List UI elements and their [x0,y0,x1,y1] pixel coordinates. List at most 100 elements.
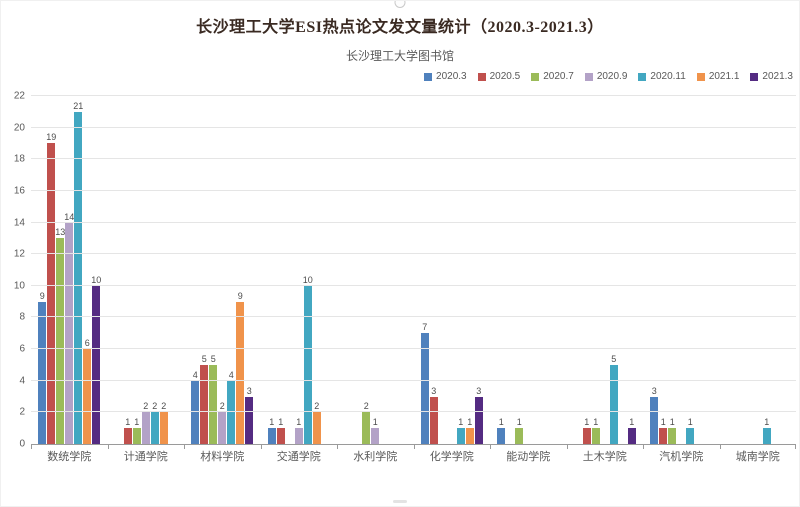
bar[interactable] [294,428,303,444]
bar[interactable] [497,428,506,444]
x-axis-label: 化学学院 [429,451,474,463]
bar-slot [745,96,753,444]
bar[interactable] [668,428,677,444]
gridline [31,189,796,191]
bar[interactable] [686,428,695,444]
gridline [31,284,796,286]
legend-item[interactable]: 2020.9 [584,71,627,82]
bar-value-label: 1 [134,417,140,427]
chart-subtitle: 长沙理工大学图书馆 [345,49,454,63]
bar[interactable] [150,412,159,444]
bar-value-label: 13 [55,227,66,237]
x-axis-tick [184,444,185,449]
bar-value-label: 19 [46,132,57,142]
bar[interactable] [762,428,771,444]
legend-label: 2020.7 [543,71,574,82]
bar-slot: 2 [141,96,150,444]
legend-label: 2020.3 [436,71,467,82]
x-axis-tick [337,444,338,449]
bar[interactable] [276,428,285,444]
bar[interactable] [420,333,429,444]
bar-value-label: 1 [125,417,131,427]
bar-value-label: 14 [64,212,75,222]
legend-item[interactable]: 2020.7 [531,71,574,82]
bar-value-label: 1 [278,417,284,427]
bar[interactable] [218,412,227,444]
legend-label: 2021.1 [708,71,740,82]
bar[interactable] [312,412,321,444]
bar[interactable] [627,428,636,444]
x-axis-tick [108,444,109,449]
bar-slot [169,96,177,444]
bar[interactable] [123,428,132,444]
bar[interactable] [591,428,600,444]
bar[interactable] [191,381,200,444]
bar-value-label: 5 [201,354,207,364]
bar-slot [344,96,352,444]
bar-slot [601,96,609,444]
bar-slot [772,96,780,444]
bar[interactable] [474,397,483,444]
bar[interactable] [159,412,168,444]
bar[interactable] [236,302,245,444]
x-axis-label: 数统学院 [47,451,92,463]
bar[interactable] [65,223,74,444]
y-axis-tick-label: 12 [13,248,25,260]
bar[interactable] [47,143,56,444]
bar-value-label: 1 [498,417,504,427]
bar[interactable] [456,428,465,444]
bar-value-label: 3 [431,386,437,396]
legend-swatch-icon [531,72,540,81]
bar-value-label: 10 [91,275,102,285]
bar[interactable] [465,428,474,444]
bar[interactable] [141,412,150,444]
chart-legend: 2020.3 2020.5 2020.7 2020.9 2020.11 2021.1 202… [424,71,793,82]
bar[interactable] [650,397,659,444]
bar[interactable] [267,428,276,444]
bar-slot: 3 [474,96,483,444]
legend-item[interactable]: 2021.1 [696,71,740,82]
y-axis-tick-label: 20 [13,122,25,134]
bar[interactable] [83,349,92,444]
bar[interactable] [245,397,254,444]
bar[interactable] [227,381,236,444]
bar[interactable] [209,365,218,444]
gridline [31,95,796,96]
bar[interactable] [429,397,438,444]
x-axis-label: 汽机学院 [659,451,704,463]
bar-value-label: 1 [269,417,275,427]
bar[interactable] [659,428,668,444]
bar[interactable] [362,412,371,444]
bar-slot [286,96,294,444]
bar[interactable] [200,365,209,444]
bar-slot: 4 [191,96,200,444]
bar[interactable] [609,365,618,444]
bar-slot: 6 [83,96,92,444]
bar[interactable] [132,428,141,444]
bar[interactable] [371,428,380,444]
bar-value-label: 2 [219,401,225,411]
legend-item[interactable]: 2020.5 [477,71,520,82]
legend-label: 2021.3 [762,71,793,82]
gridline [31,158,796,160]
bar[interactable] [303,286,312,444]
gridline [31,348,796,350]
legend-item[interactable]: 2020.3 [424,71,467,82]
legend-item[interactable]: 2020.11 [638,71,686,82]
y-axis-tick-label: 16 [13,185,25,197]
bar-value-label: 9 [39,291,45,301]
bar-slot: 10 [303,96,313,444]
legend-swatch-icon [584,72,593,81]
bar[interactable] [92,286,101,444]
bar[interactable] [515,428,524,444]
bar[interactable] [582,428,591,444]
bar[interactable] [74,112,83,444]
bar[interactable] [38,302,47,444]
legend-item[interactable]: 2021.3 [750,71,793,82]
bar[interactable] [56,238,65,444]
gridline [31,411,796,413]
